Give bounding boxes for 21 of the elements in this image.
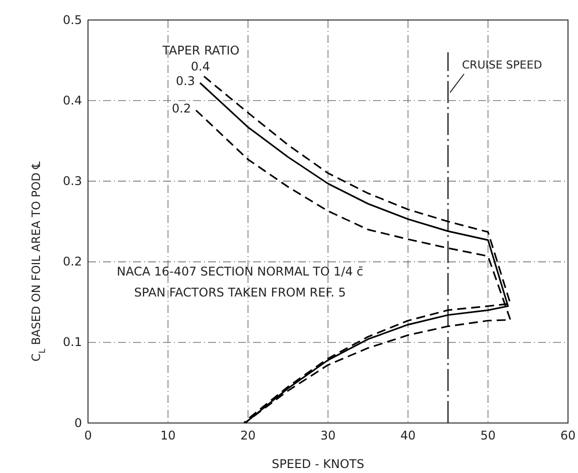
x-tick-label: 10 — [160, 428, 176, 443]
x-tick-label: 20 — [240, 428, 256, 443]
y-tick-label: 0.2 — [62, 254, 82, 269]
y-tick-label: 0 — [74, 416, 82, 430]
annotation: SPAN FACTORS TAKEN FROM REF. 5 — [134, 286, 346, 300]
y-tick-label: 0.1 — [62, 335, 82, 350]
ref-line-label: CRUISE SPEED — [462, 58, 542, 72]
x-axis-title: SPEED - KNOTS — [272, 457, 364, 471]
y-tick-label: 0.3 — [62, 174, 82, 188]
y-tick-label: 0.4 — [62, 93, 82, 108]
y-tick-label: 0.5 — [62, 12, 82, 27]
series-label: 0.4 — [190, 59, 210, 74]
series-label: 0.3 — [176, 74, 195, 88]
x-tick-label: 30 — [320, 428, 336, 443]
x-tick-label: 50 — [480, 428, 496, 443]
x-tick-label: 40 — [400, 428, 416, 443]
series-label: 0.2 — [172, 101, 191, 116]
x-tick-label: 0 — [84, 428, 92, 443]
legend-title: TAPER RATIO — [161, 43, 240, 58]
x-tick-label: 60 — [560, 428, 576, 443]
annotation: NACA 16-407 SECTION NORMAL TO 1/4 c̄ — [116, 264, 364, 278]
